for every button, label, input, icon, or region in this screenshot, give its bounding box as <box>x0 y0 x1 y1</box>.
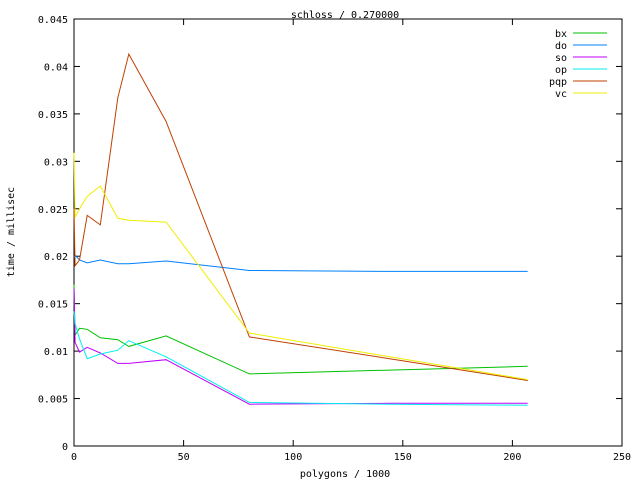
y-tick-label: 0 <box>62 442 68 453</box>
series-line-so <box>73 288 528 405</box>
chart-title: schloss / 0.270000 <box>291 10 399 21</box>
y-tick-label: 0.025 <box>38 205 68 216</box>
x-axis-label: polygons / 1000 <box>300 469 390 480</box>
y-axis-label: time / millisec <box>6 187 17 277</box>
x-tick-label: 50 <box>178 452 190 463</box>
legend-label-pqp: pqp <box>549 77 567 88</box>
legend-label-vc: vc <box>555 89 567 100</box>
series-line-vc <box>73 152 528 381</box>
series-line-op <box>73 311 528 406</box>
x-tick-label: 0 <box>71 452 77 463</box>
y-tick-label: 0.015 <box>38 300 68 311</box>
y-tick-label: 0.04 <box>44 62 68 73</box>
x-tick-label: 250 <box>613 452 631 463</box>
y-tick-label: 0.035 <box>38 110 68 121</box>
legend-label-so: so <box>555 53 567 64</box>
y-tick-label: 0.005 <box>38 395 68 406</box>
y-tick-label: 0.01 <box>44 347 68 358</box>
y-tick-label: 0.02 <box>44 252 68 263</box>
legend-label-bx: bx <box>555 29 567 40</box>
x-tick-label: 100 <box>284 452 302 463</box>
y-tick-label: 0.045 <box>38 15 68 26</box>
series-line-pqp <box>73 52 528 381</box>
x-tick-label: 200 <box>503 452 521 463</box>
y-tick-label: 0.03 <box>44 157 68 168</box>
series-line-do <box>73 254 528 272</box>
legend-label-op: op <box>555 65 567 76</box>
x-tick-label: 150 <box>394 452 412 463</box>
plot-border <box>73 18 623 447</box>
series-line-bx <box>73 284 528 375</box>
legend-label-do: do <box>555 41 567 52</box>
